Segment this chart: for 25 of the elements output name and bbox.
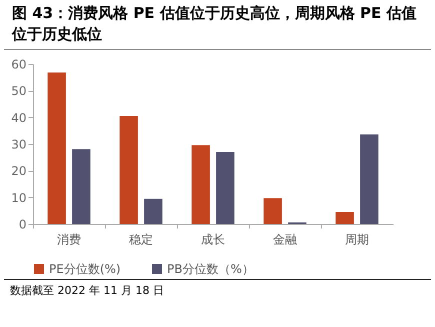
y-tick-label: 50: [11, 84, 26, 98]
bar: [360, 134, 378, 224]
bar: [48, 72, 66, 224]
x-tick-label: 稳定: [129, 232, 153, 246]
y-tick-label: 30: [11, 138, 26, 152]
bar: [192, 145, 210, 224]
chart-title: 图 43：消费风格 PE 估值位于历史高位，周期风格 PE 估值位于历史低位: [4, 0, 431, 50]
y-tick-label: 0: [18, 218, 26, 232]
bar: [144, 198, 162, 224]
x-tick-label: 金融: [273, 232, 297, 246]
bar: [72, 149, 90, 224]
bar: [264, 198, 282, 224]
y-tick-label: 10: [11, 190, 26, 205]
text: 数据截至 2022 年 11 月 18 日: [4, 279, 431, 301]
legend-label: PE分位数(%): [49, 262, 121, 276]
y-tick-label: 20: [11, 164, 26, 178]
y-tick-label: 40: [11, 110, 26, 125]
x-tick-label: 周期: [345, 232, 369, 246]
x-tick-label: 成长: [201, 232, 225, 246]
bar: [336, 212, 354, 224]
legend-label: PB分位数（%）: [167, 262, 254, 276]
bar: [120, 116, 138, 224]
y-tick-label: 60: [11, 58, 26, 72]
x-tick-label: 消费: [57, 232, 81, 246]
bar: [216, 152, 234, 224]
